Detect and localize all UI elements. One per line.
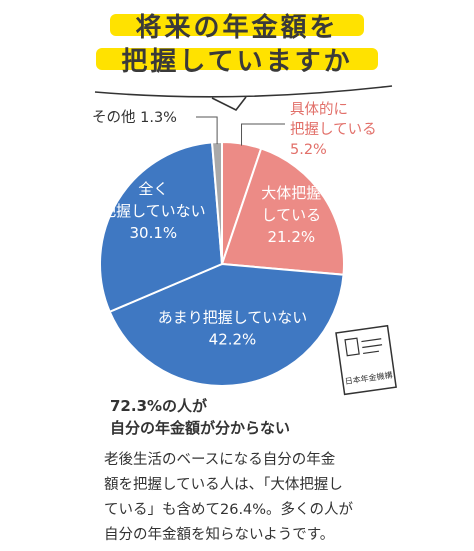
summary-line-1: 72.3%の人が	[110, 397, 208, 415]
pie-slice-rough	[220, 147, 345, 276]
title-highlight-band-1	[110, 14, 364, 36]
pie-label-detailed-line-3: 5.2%	[290, 142, 327, 158]
pie-label-detailed: 具体的に把握している 5.2%	[290, 101, 377, 158]
pie-label-other: その他 1.3%	[92, 109, 177, 126]
pie-slice-not_much	[108, 262, 345, 387]
pie-label-not-at-all-line-3: 30.1%	[130, 224, 178, 242]
pie-label-not-much-line-1: あまり把握していない	[158, 308, 308, 326]
card-line-1	[361, 338, 382, 343]
pie-label-rough-line-2: している	[262, 206, 322, 224]
leader-line-other	[196, 116, 218, 145]
title-highlight	[96, 14, 378, 70]
card-line-2	[362, 344, 383, 349]
body-paragraph: 老後生活のベースになる自分の年金 額を把握している人は、「大体把握し ている」も…	[104, 448, 394, 548]
card-photo-box	[344, 337, 360, 357]
body-line-2: 額を把握している人は、「大体把握し	[104, 477, 343, 493]
page-title-line-2: 把握していますか	[121, 47, 353, 77]
card-line-3	[363, 350, 380, 355]
pension-book-icon: 日本年金機構	[335, 324, 397, 396]
title-highlight-band-2	[96, 48, 378, 70]
summary-heading: 72.3%の人が 自分の年金額が分からない	[110, 395, 370, 439]
pie-slice-not_at_all	[99, 141, 224, 314]
pie-label-not-much: あまり把握していない 42.2%	[158, 308, 308, 348]
pie-chart	[99, 140, 345, 387]
pie-label-not-much-line-2: 42.2%	[209, 330, 257, 348]
pie-label-rough-line-3: 21.2%	[267, 228, 315, 246]
pie-label-not-at-all: 全く把握していない 30.1%	[101, 180, 206, 242]
title-speech-tail	[211, 96, 247, 112]
pie-label-not-at-all-line-2: 把握していない	[101, 202, 206, 220]
pie-label-detailed-line-1: 具体的に	[290, 101, 348, 118]
pie-label-detailed-line-2: 把握している	[290, 121, 377, 138]
pie-label-other-line-1: その他 1.3%	[92, 109, 177, 126]
pie-label-rough-line-1: 大体把握	[261, 184, 321, 202]
leader-line-detailed	[241, 123, 285, 146]
title-underline-swoosh	[94, 85, 393, 98]
body-line-1: 老後生活のベースになる自分の年金	[104, 452, 336, 468]
body-line-3: ている」も含めて26.4%。多くの人が	[104, 502, 354, 518]
pie-label-rough: 大体把握している 21.2%	[261, 184, 321, 246]
leader-lines	[196, 116, 285, 146]
body-line-4: 自分の年金額を知らないようです。	[104, 527, 335, 543]
pie-labels: 大体把握している 21.2% あまり把握していない 42.2% 全く把握していない 30.…	[92, 101, 377, 348]
summary-line-2: 自分の年金額が分からない	[110, 419, 291, 437]
card-body	[335, 324, 397, 396]
page-title-line-1: 将来の年金額を	[135, 13, 339, 43]
pie-label-not-at-all-line-1: 全く	[138, 180, 168, 198]
